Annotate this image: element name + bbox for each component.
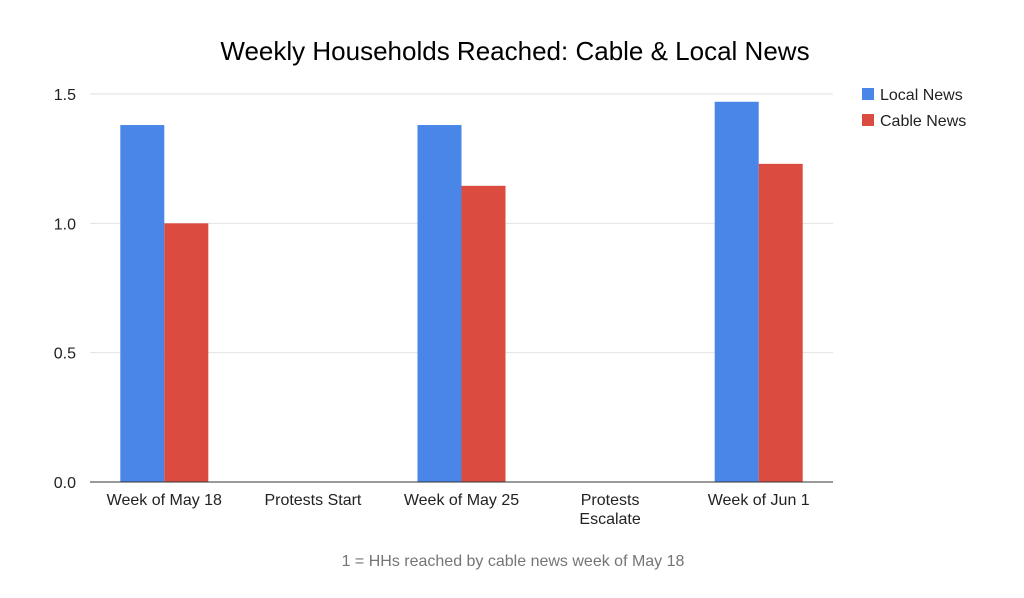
legend-label: Cable News (880, 113, 966, 130)
x-tick-label: Week of May 18 (107, 492, 222, 509)
bar-local-news (714, 101, 759, 482)
x-tick-label-line: Week of May 25 (404, 492, 519, 509)
legend-label: Local News (880, 87, 963, 104)
x-tick-label-line: Week of May 18 (107, 492, 222, 509)
legend-swatch (862, 88, 874, 100)
bar-local-news (417, 125, 462, 482)
axes: 0.0 0.5 1.0 1.5 Week of May 18 Protests Start… (54, 87, 833, 528)
bar-local-news (120, 125, 165, 482)
legend: Local News Cable News (862, 87, 966, 130)
x-tick-label: Protests Start (264, 492, 361, 509)
x-tick-label: Week of May 25 (404, 492, 519, 509)
y-tick-label: 1.5 (54, 87, 76, 104)
y-tick-label: 0.0 (54, 475, 76, 492)
x-tick-label-line: Protests Start (264, 492, 361, 509)
x-tick-label-line: Week of Jun 1 (708, 492, 810, 509)
legend-swatch (862, 114, 874, 126)
x-tick-label-line: Protests (581, 492, 640, 509)
x-tick-label: Protests Escalate (579, 492, 640, 528)
bars (120, 101, 803, 483)
x-tick-label: Week of Jun 1 (708, 492, 810, 509)
x-tick-label-line: Escalate (579, 511, 640, 528)
chart-title: Weekly Households Reached: Cable & Local… (220, 36, 809, 66)
bar-cable-news (164, 223, 209, 483)
bar-cable-news (758, 163, 803, 482)
bar-cable-news (461, 185, 506, 482)
y-tick-label: 1.0 (54, 216, 76, 233)
y-tick-label: 0.5 (54, 346, 76, 363)
chart-caption: 1 = HHs reached by cable news week of Ma… (342, 553, 685, 570)
